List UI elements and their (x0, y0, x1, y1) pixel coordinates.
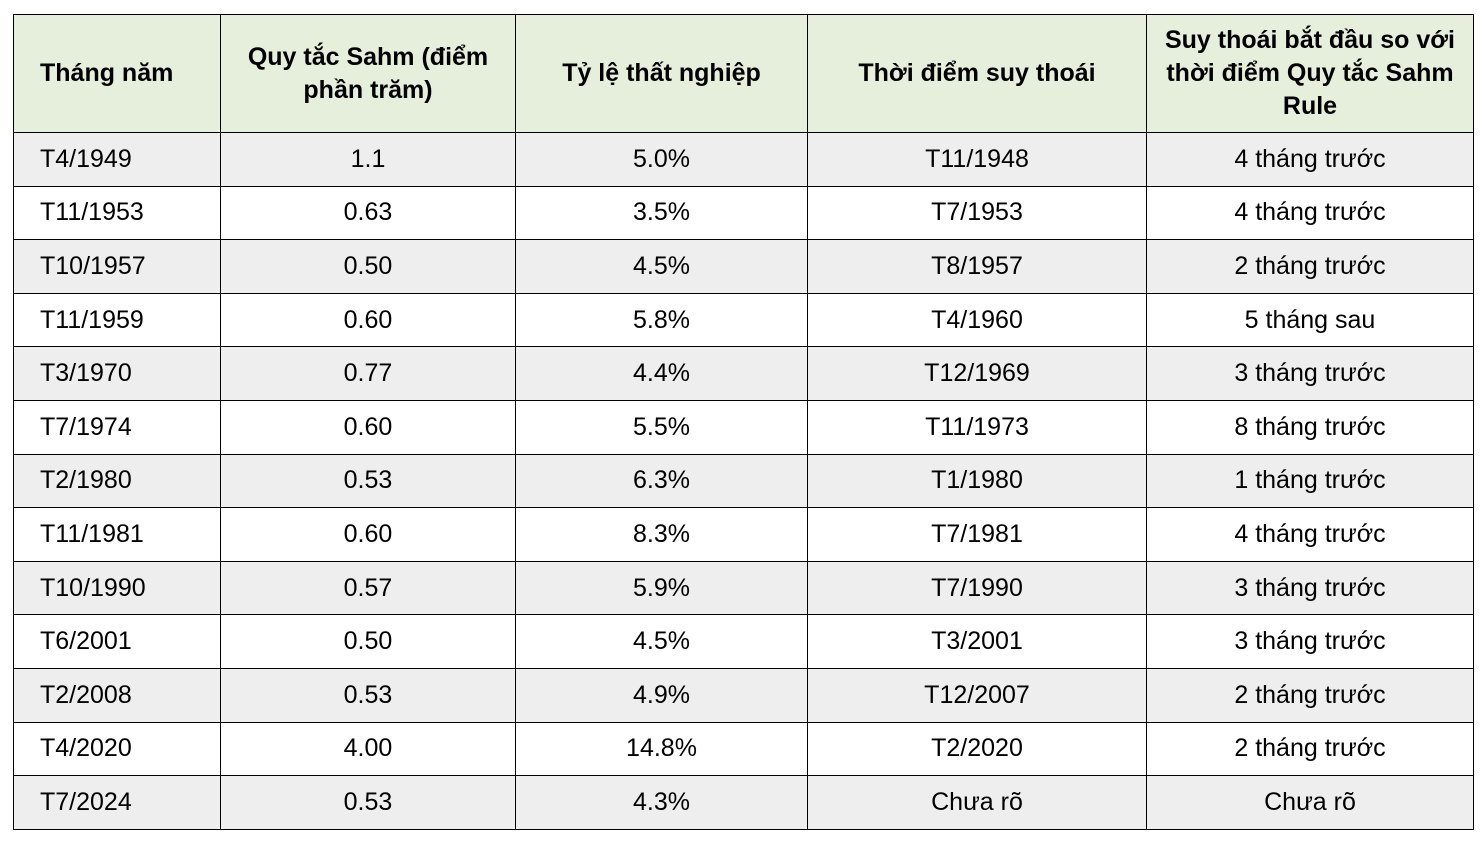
cell-timing-vs-trigger: 3 tháng trước (1146, 560, 1474, 616)
cell-unemployment-rate: 4.5% (515, 614, 808, 669)
sahm-rule-table: Tháng năm Quy tắc Sahm (điểm phần trăm) … (13, 14, 1474, 830)
header-recession-vs-trigger: Suy thoái bắt đầu so với thời điểm Quy t… (1146, 14, 1474, 133)
table-row: T10/1957 0.50 4.5% T8/1957 2 tháng trước (13, 239, 1474, 294)
cell-timing-vs-trigger: 2 tháng trước (1146, 239, 1474, 294)
cell-month-year: T11/1981 (13, 507, 221, 562)
cell-sahm-value: 0.53 (220, 453, 516, 509)
cell-recession-start: T3/2001 (807, 614, 1147, 669)
cell-unemployment-rate: 5.8% (515, 292, 808, 348)
cell-unemployment-rate: 5.5% (515, 399, 808, 455)
cell-unemployment-rate: 3.5% (515, 185, 808, 241)
cell-timing-vs-trigger: 4 tháng trước (1146, 132, 1474, 187)
cell-sahm-value: 0.63 (220, 185, 516, 241)
cell-timing-vs-trigger: 3 tháng trước (1146, 614, 1474, 669)
cell-sahm-value: 0.53 (220, 667, 516, 723)
cell-unemployment-rate: 6.3% (515, 453, 808, 509)
cell-timing-vs-trigger: 1 tháng trước (1146, 453, 1474, 509)
cell-month-year: T7/1974 (13, 399, 221, 455)
table-body: T4/1949 1.1 5.0% T11/1948 4 tháng trước T11/1… (13, 132, 1474, 830)
cell-timing-vs-trigger: Chưa rõ (1146, 775, 1474, 830)
table-row: T3/1970 0.77 4.4% T12/1969 3 tháng trước (13, 346, 1474, 401)
cell-month-year: T11/1953 (13, 185, 221, 241)
cell-month-year: T3/1970 (13, 346, 221, 401)
cell-recession-start: T7/1990 (807, 560, 1147, 616)
cell-timing-vs-trigger: 2 tháng trước (1146, 721, 1474, 777)
cell-unemployment-rate: 5.0% (515, 132, 808, 187)
cell-sahm-value: 0.50 (220, 239, 516, 294)
header-unemployment-rate: Tỷ lệ thất nghiệp (515, 14, 808, 133)
cell-unemployment-rate: 8.3% (515, 507, 808, 562)
cell-recession-start: T4/1960 (807, 292, 1147, 348)
cell-timing-vs-trigger: 3 tháng trước (1146, 346, 1474, 401)
cell-timing-vs-trigger: 5 tháng sau (1146, 292, 1474, 348)
cell-timing-vs-trigger: 8 tháng trước (1146, 399, 1474, 455)
cell-sahm-value: 0.77 (220, 346, 516, 401)
cell-sahm-value: 0.53 (220, 775, 516, 830)
cell-unemployment-rate: 4.4% (515, 346, 808, 401)
cell-recession-start: T7/1981 (807, 507, 1147, 562)
cell-timing-vs-trigger: 2 tháng trước (1146, 667, 1474, 723)
cell-sahm-value: 0.60 (220, 292, 516, 348)
cell-unemployment-rate: 14.8% (515, 721, 808, 777)
cell-recession-start: T12/1969 (807, 346, 1147, 401)
cell-month-year: T2/1980 (13, 453, 221, 509)
cell-unemployment-rate: 5.9% (515, 560, 808, 616)
cell-recession-start: T2/2020 (807, 721, 1147, 777)
cell-month-year: T2/2008 (13, 667, 221, 723)
header-sahm-rule: Quy tắc Sahm (điểm phần trăm) (220, 14, 516, 133)
cell-month-year: T4/1949 (13, 132, 221, 187)
cell-sahm-value: 0.60 (220, 399, 516, 455)
cell-recession-start: T11/1948 (807, 132, 1147, 187)
cell-unemployment-rate: 4.5% (515, 239, 808, 294)
cell-sahm-value: 4.00 (220, 721, 516, 777)
table-header: Tháng năm Quy tắc Sahm (điểm phần trăm) … (13, 14, 1474, 133)
cell-month-year: T10/1990 (13, 560, 221, 616)
cell-sahm-value: 0.50 (220, 614, 516, 669)
cell-recession-start: Chưa rõ (807, 775, 1147, 830)
header-month-year: Tháng năm (13, 14, 221, 133)
cell-timing-vs-trigger: 4 tháng trước (1146, 185, 1474, 241)
cell-recession-start: T11/1973 (807, 399, 1147, 455)
cell-month-year: T4/2020 (13, 721, 221, 777)
table-row: T2/1980 0.53 6.3% T1/1980 1 tháng trước (13, 453, 1474, 509)
cell-month-year: T11/1959 (13, 292, 221, 348)
table-row: T11/1959 0.60 5.8% T4/1960 5 tháng sau (13, 292, 1474, 348)
table-row: T4/2020 4.00 14.8% T2/2020 2 tháng trước (13, 721, 1474, 777)
table-row: T2/2008 0.53 4.9% T12/2007 2 tháng trước (13, 667, 1474, 723)
cell-unemployment-rate: 4.9% (515, 667, 808, 723)
table-row: T4/1949 1.1 5.0% T11/1948 4 tháng trước (13, 132, 1474, 187)
table-row: T11/1981 0.60 8.3% T7/1981 4 tháng trước (13, 507, 1474, 562)
table-row: T6/2001 0.50 4.5% T3/2001 3 tháng trước (13, 614, 1474, 669)
cell-sahm-value: 0.60 (220, 507, 516, 562)
cell-recession-start: T8/1957 (807, 239, 1147, 294)
cell-month-year: T7/2024 (13, 775, 221, 830)
cell-sahm-value: 1.1 (220, 132, 516, 187)
sahm-rule-table-container: Tháng năm Quy tắc Sahm (điểm phần trăm) … (13, 14, 1474, 830)
cell-unemployment-rate: 4.3% (515, 775, 808, 830)
table-row: T7/2024 0.53 4.3% Chưa rõ Chưa rõ (13, 775, 1474, 830)
cell-recession-start: T1/1980 (807, 453, 1147, 509)
table-row: T10/1990 0.57 5.9% T7/1990 3 tháng trước (13, 560, 1474, 616)
header-recession-start: Thời điểm suy thoái (807, 14, 1147, 133)
cell-sahm-value: 0.57 (220, 560, 516, 616)
cell-recession-start: T12/2007 (807, 667, 1147, 723)
header-row: Tháng năm Quy tắc Sahm (điểm phần trăm) … (13, 14, 1474, 133)
table-row: T11/1953 0.63 3.5% T7/1953 4 tháng trước (13, 185, 1474, 241)
cell-month-year: T10/1957 (13, 239, 221, 294)
cell-month-year: T6/2001 (13, 614, 221, 669)
table-row: T7/1974 0.60 5.5% T11/1973 8 tháng trước (13, 399, 1474, 455)
cell-timing-vs-trigger: 4 tháng trước (1146, 507, 1474, 562)
cell-recession-start: T7/1953 (807, 185, 1147, 241)
